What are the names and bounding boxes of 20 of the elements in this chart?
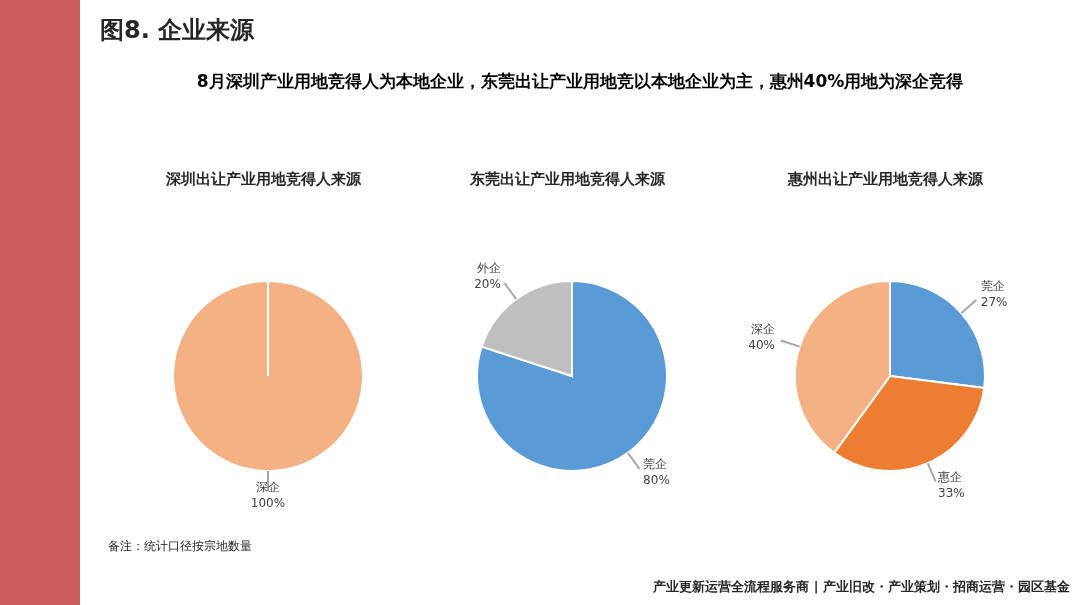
data-label: 33% [938,486,965,501]
slice-label: 莞企 [643,456,668,471]
text: 备注：统计口径按宗地数量 [108,538,252,555]
text: 图8. 企业来源 [100,15,255,46]
pie-slice [476,280,668,472]
data-label: 80% [643,472,670,487]
chart-title: 东莞出让产业用地竞得人来源 [468,170,666,189]
data-label: 40% [748,337,775,352]
data-label: 20% [474,277,501,292]
data-label: 100% [250,496,286,510]
chart-title: 深圳出让产业用地竞得人来源 [164,170,362,189]
slice-label: 莞企 [980,278,1005,293]
text: 产业更新运营全流程服务商 | 产业旧改・产业策划・招商运营・园区基金 [653,578,1070,596]
chart-title: 惠州出让产业用地竞得人来源 [786,170,984,189]
slice-label: 外企 [476,261,501,276]
data-label: 27% [980,294,1008,309]
slice-label: 深企 [256,480,280,494]
slice-label: 深企 [750,321,775,336]
slice-label: 惠企 [937,470,963,485]
text: 8月深圳产业用地竞得人为本地企业，东莞出让产业用地竞以本地企业为主，惠州40%用地为深企竞得 [195,70,965,93]
